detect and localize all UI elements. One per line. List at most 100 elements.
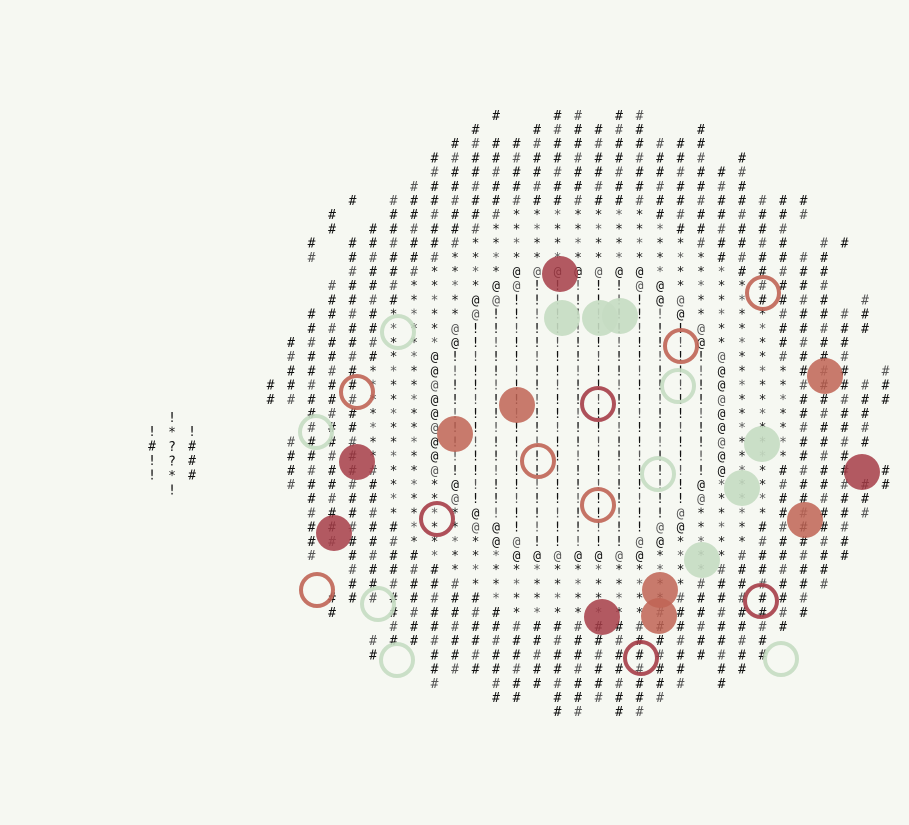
bang-glyph: ! (697, 464, 705, 479)
hash-glyph: # (574, 194, 582, 209)
star-glyph: * (513, 592, 521, 607)
hash-glyph: # (308, 379, 316, 394)
hash-glyph: # (513, 620, 521, 635)
bang-glyph: ! (595, 393, 603, 408)
hash-glyph: # (779, 535, 787, 550)
hash-glyph: # (615, 634, 623, 649)
star-glyph: * (410, 506, 418, 521)
hash-glyph: # (820, 407, 828, 422)
at-glyph: @ (472, 521, 480, 536)
hash-glyph: # (800, 265, 808, 280)
at-glyph: @ (718, 379, 726, 394)
hash-glyph: # (759, 265, 767, 280)
red-ring-marker (419, 501, 455, 537)
bang-glyph: ! (636, 421, 644, 436)
hash-glyph: # (718, 634, 726, 649)
hash-glyph: # (533, 634, 541, 649)
at-glyph: @ (718, 364, 726, 379)
hash-glyph: # (574, 151, 582, 166)
hash-glyph: # (636, 123, 644, 138)
bang-glyph: ! (574, 450, 582, 465)
bang-glyph: ! (492, 322, 500, 337)
legend-glyph: * (168, 469, 176, 484)
bang-glyph: ! (615, 506, 623, 521)
hash-glyph: # (554, 123, 562, 138)
at-glyph: @ (718, 435, 726, 450)
at-glyph: @ (697, 492, 705, 507)
hash-glyph: # (472, 663, 480, 678)
hash-glyph: # (738, 180, 746, 195)
hash-glyph: # (595, 123, 603, 138)
hash-glyph: # (369, 350, 377, 365)
bang-glyph: ! (595, 478, 603, 493)
legend-glyph-column: !#!!!*??*!!### (148, 411, 196, 499)
hash-glyph: # (595, 663, 603, 678)
hash-glyph: # (841, 478, 849, 493)
hash-glyph: # (738, 265, 746, 280)
bang-glyph: ! (574, 506, 582, 521)
hash-glyph: # (328, 606, 336, 621)
hash-glyph: # (349, 364, 357, 379)
at-glyph: @ (431, 350, 439, 365)
bang-glyph: ! (513, 322, 521, 337)
hash-glyph: # (349, 194, 357, 209)
star-glyph: * (431, 549, 439, 564)
hash-glyph: # (554, 151, 562, 166)
hash-glyph: # (328, 293, 336, 308)
star-glyph: * (472, 237, 480, 252)
bang-glyph: ! (636, 450, 644, 465)
bang-glyph: ! (533, 521, 541, 536)
bang-glyph: ! (533, 535, 541, 550)
hash-glyph: # (738, 194, 746, 209)
star-glyph: * (677, 549, 685, 564)
bang-glyph: ! (615, 464, 623, 479)
star-glyph: * (451, 293, 459, 308)
star-glyph: * (431, 308, 439, 323)
bang-glyph: ! (513, 364, 521, 379)
hash-glyph: # (554, 166, 562, 181)
bang-glyph: ! (636, 293, 644, 308)
bang-glyph: ! (615, 407, 623, 422)
star-glyph: * (492, 265, 500, 280)
bang-glyph: ! (554, 521, 562, 536)
at-glyph: @ (533, 265, 541, 280)
hash-glyph: # (861, 435, 869, 450)
bang-glyph: ! (472, 322, 480, 337)
at-glyph: @ (697, 478, 705, 493)
at-glyph: @ (513, 535, 521, 550)
green-filled-marker (684, 542, 720, 578)
star-glyph: * (738, 308, 746, 323)
bang-glyph: ! (574, 407, 582, 422)
hash-glyph: # (759, 208, 767, 223)
hash-glyph: # (328, 379, 336, 394)
bang-glyph: ! (636, 435, 644, 450)
hash-glyph: # (656, 180, 664, 195)
bang-glyph: ! (656, 492, 664, 507)
at-glyph: @ (697, 322, 705, 337)
bang-glyph: ! (451, 450, 459, 465)
hash-glyph: # (410, 563, 418, 578)
hash-glyph: # (328, 208, 336, 223)
star-glyph: * (636, 577, 644, 592)
hash-glyph: # (349, 407, 357, 422)
hash-glyph: # (390, 222, 398, 237)
hash-glyph: # (451, 237, 459, 252)
star-glyph: * (390, 450, 398, 465)
hash-glyph: # (451, 592, 459, 607)
bang-glyph: ! (533, 393, 541, 408)
salmon-ring-marker (663, 328, 699, 364)
bang-glyph: ! (472, 393, 480, 408)
hash-glyph: # (492, 648, 500, 663)
bang-glyph: ! (615, 379, 623, 394)
bang-glyph: ! (656, 336, 664, 351)
hash-glyph: # (820, 322, 828, 337)
hash-glyph: # (800, 279, 808, 294)
at-glyph: @ (718, 421, 726, 436)
hash-glyph: # (595, 648, 603, 663)
hash-glyph: # (718, 208, 726, 223)
star-glyph: * (513, 606, 521, 621)
hash-glyph: # (861, 407, 869, 422)
hash-glyph: # (779, 577, 787, 592)
green-ring-marker (379, 642, 415, 678)
hash-glyph: # (533, 180, 541, 195)
